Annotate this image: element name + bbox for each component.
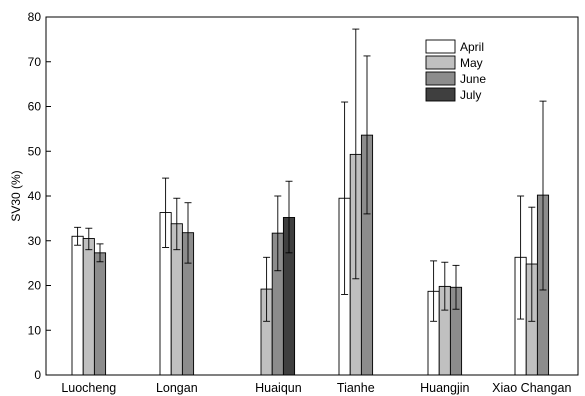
x-category-label: Huangjin xyxy=(420,381,469,395)
y-tick-label: 20 xyxy=(28,279,42,293)
bar-april-luocheng xyxy=(71,235,84,376)
y-tick-label: 40 xyxy=(28,189,42,203)
bars-layer xyxy=(71,134,550,376)
y-tick-label: 60 xyxy=(28,100,42,114)
legend-label-june: June xyxy=(460,72,486,86)
legend-swatch-april xyxy=(425,39,456,54)
legend-label-may: May xyxy=(460,56,483,70)
plot-frame xyxy=(45,16,579,376)
y-tick-label: 50 xyxy=(28,144,42,158)
legend-swatch-july xyxy=(425,87,456,102)
x-labels-layer: Luocheng Longan Huaiqun Tianhe Huangjin Xiao … xyxy=(61,381,571,395)
x-category-label: Longan xyxy=(156,381,198,395)
axes-layer xyxy=(45,16,579,376)
y-tick-label: 0 xyxy=(34,368,41,382)
y-ticks-layer: 0 10 20 30 40 50 60 70 80 xyxy=(28,10,51,382)
y-tick-label: 30 xyxy=(28,234,42,248)
legend-swatch-june xyxy=(425,71,456,86)
y-axis-title: SV30 (%) xyxy=(9,170,23,221)
error-bars-layer xyxy=(74,28,547,322)
legend-swatch-may xyxy=(425,55,456,70)
bar-june-luocheng xyxy=(93,252,107,376)
legend: April May June July xyxy=(425,39,486,102)
x-category-label: Xiao Changan xyxy=(492,381,571,395)
y-tick-label: 10 xyxy=(28,323,42,337)
x-category-label: Huaiqun xyxy=(255,381,302,395)
y-tick-label: 80 xyxy=(28,10,42,24)
x-category-label: Luocheng xyxy=(61,381,116,395)
y-tick-label: 70 xyxy=(28,55,42,69)
legend-label-july: July xyxy=(460,88,481,102)
legend-label-april: April xyxy=(460,40,484,54)
x-category-label: Tianhe xyxy=(337,381,375,395)
bar-may-luocheng xyxy=(82,238,95,376)
